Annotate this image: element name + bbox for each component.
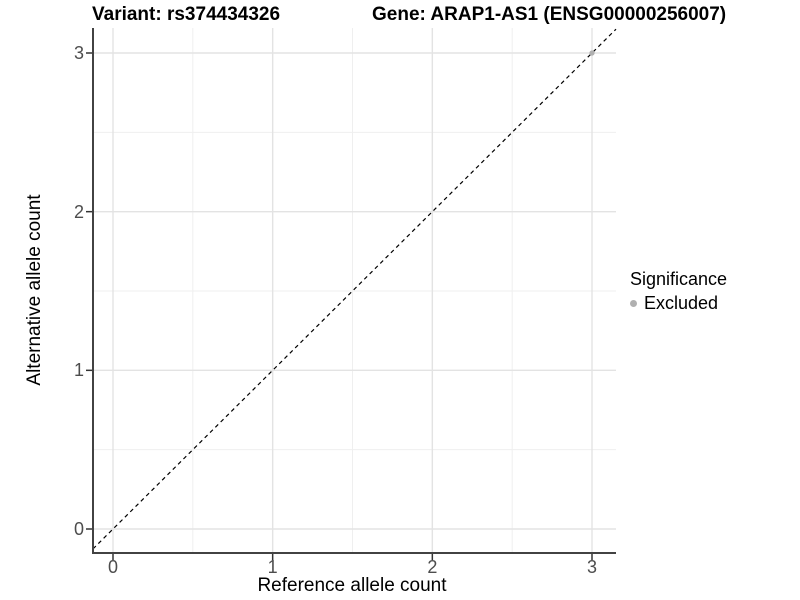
legend: Significance Excluded <box>630 269 727 313</box>
x-tick-label: 3 <box>586 557 597 577</box>
y-tick-label: 2 <box>73 201 84 222</box>
gene-title: Gene: ARAP1-AS1 (ENSG00000256007) <box>372 4 727 25</box>
x-tick-label: 1 <box>267 557 278 577</box>
y-tick-label: 1 <box>73 360 84 381</box>
x-axis-title: Reference allele count <box>257 575 447 596</box>
identity-line <box>92 28 617 550</box>
y-axis-title: Alternative allele count <box>24 194 45 386</box>
y-tick-label: 0 <box>73 519 84 539</box>
x-tick-label: 0 <box>107 557 118 577</box>
legend-title: Significance <box>630 269 728 289</box>
legend-item-label: Excluded <box>644 293 719 313</box>
legend-item-excluded: Excluded <box>630 293 727 313</box>
y-tick-label: 3 <box>73 43 84 63</box>
data-point <box>589 50 595 56</box>
variant-title: Variant: rs374434326 <box>92 4 281 25</box>
legend-point-icon <box>630 299 637 307</box>
x-tick-label: 2 <box>427 557 438 577</box>
